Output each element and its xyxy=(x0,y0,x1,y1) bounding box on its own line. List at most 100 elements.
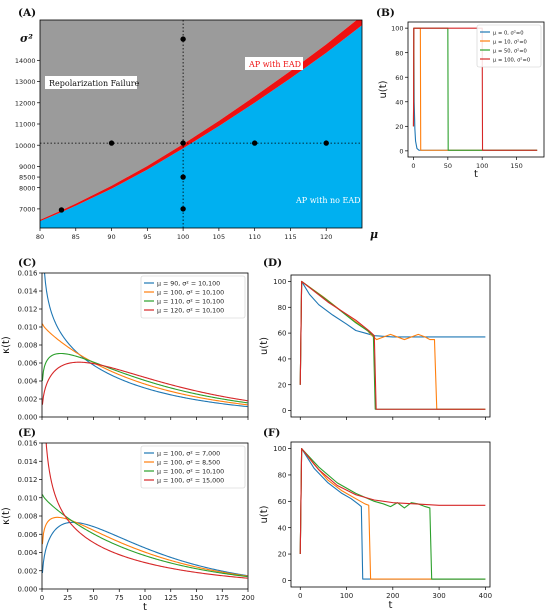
legend-entry: μ = 100, σ² = 7,000 xyxy=(157,450,220,457)
y-tick-label: 0.010 xyxy=(17,324,37,332)
legend-entry: μ = 100, σ² = 10,100 xyxy=(157,289,224,296)
y-tick-label: 9000 xyxy=(19,163,36,171)
series-line xyxy=(299,280,486,385)
y-tick-label: 40 xyxy=(395,98,403,106)
y-tick-label: 0.000 xyxy=(17,586,37,594)
y-axis-label: σ² xyxy=(20,32,33,45)
y-tick-label: 0.006 xyxy=(17,531,38,539)
y-tick-label: 40 xyxy=(278,356,287,364)
series-group xyxy=(42,443,248,579)
x-tick-label: 75 xyxy=(115,594,124,602)
series-line xyxy=(299,280,486,410)
y-tick-label: 0.002 xyxy=(17,567,37,575)
legend-entry: μ = 50, σ²=0 xyxy=(493,48,527,54)
y-tick-label: 100 xyxy=(273,445,286,453)
legend-entry: μ = 90, σ² = 10,100 xyxy=(157,280,220,287)
y-tick-label: 100 xyxy=(273,278,286,286)
y-tick-label: 0.014 xyxy=(17,288,38,296)
legend-entry: μ = 110, σ² = 10,100 xyxy=(157,298,224,305)
y-tick-label: 40 xyxy=(278,524,287,532)
y-tick-label: 0.000 xyxy=(17,414,37,422)
parameter-point xyxy=(180,174,186,180)
y-tick-label: 12000 xyxy=(15,99,36,107)
y-tick-label: 0.012 xyxy=(17,306,37,314)
x-tick-label: 0 xyxy=(40,594,44,602)
legend-box xyxy=(140,445,246,489)
series-line xyxy=(299,280,486,410)
series-line xyxy=(299,448,486,555)
series-line xyxy=(42,494,248,578)
legend-entry: μ = 100, σ²=0 xyxy=(493,57,530,63)
legend-entry: μ = 0, σ²=0 xyxy=(493,30,524,36)
legend-entry: μ = 120, σ² = 10,100 xyxy=(157,307,224,314)
x-axis-label: μ xyxy=(370,228,378,241)
parameter-point xyxy=(58,207,65,213)
y-tick-label: 20 xyxy=(395,123,403,131)
parameter-point xyxy=(323,140,329,146)
panel-e: (E) 0 25 50 75 100 125 150 175 200 0.000 0.002 0.004… xyxy=(1,427,255,613)
panel-label: (F) xyxy=(263,427,280,439)
y-tick-label: 10000 xyxy=(15,142,36,150)
y-tick-label: 60 xyxy=(278,330,287,338)
y-tick-label: 20 xyxy=(278,551,287,559)
x-tick-label: 50 xyxy=(89,594,98,602)
series-line xyxy=(299,448,486,580)
panel-label: (E) xyxy=(18,427,36,439)
no-ead-region xyxy=(40,25,362,228)
y-tick-label: 13000 xyxy=(15,78,36,86)
x-tick-label: 95 xyxy=(143,233,151,241)
x-tick-label: 0 xyxy=(411,162,415,170)
y-tick-label: 0.014 xyxy=(17,458,38,466)
y-tick-label: 8000 xyxy=(19,184,36,192)
panel-a: (A) 80 85 90 95 100 105 110 115 120 7000 8000 8500 90… xyxy=(15,7,378,241)
y-axis-label: u(t) xyxy=(378,80,389,98)
x-tick-label: 115 xyxy=(284,233,296,241)
x-tick-label: 400 xyxy=(479,592,492,600)
plot-frame xyxy=(407,21,545,158)
y-tick-label: 0.016 xyxy=(17,440,38,448)
plot-frame xyxy=(290,274,491,418)
y-tick-label: 100 xyxy=(391,25,403,33)
series-group xyxy=(42,273,248,408)
y-axis-label: κ(t) xyxy=(1,336,12,354)
y-tick-label: 0.010 xyxy=(17,494,37,502)
phase-regions xyxy=(40,20,362,228)
y-tick-label: 0 xyxy=(282,577,286,585)
series-line xyxy=(42,361,248,405)
plot-frame xyxy=(290,441,491,588)
y-tick-label: 0.008 xyxy=(17,342,37,350)
x-tick-label: 150 xyxy=(510,162,522,170)
x-tick-label: 150 xyxy=(190,594,203,602)
x-tick-label: 100 xyxy=(177,233,189,241)
y-tick-label: 14000 xyxy=(15,57,36,65)
y-tick-label: 0.008 xyxy=(17,513,37,521)
x-tick-label: 80 xyxy=(36,233,44,241)
x-tick-label: 110 xyxy=(248,233,260,241)
region-label-ead: AP with EAD xyxy=(248,60,301,69)
series-line xyxy=(43,273,248,408)
legend-box xyxy=(140,275,246,319)
x-tick-label: 100 xyxy=(340,592,353,600)
parameter-point xyxy=(180,206,186,212)
y-tick-label: 20 xyxy=(278,381,287,389)
x-tick-label: 25 xyxy=(63,594,72,602)
series-line xyxy=(42,521,248,577)
legend-entry: μ = 10, σ²=0 xyxy=(493,39,527,45)
x-tick-label: 100 xyxy=(476,162,488,170)
x-tick-label: 200 xyxy=(386,592,399,600)
y-tick-label: 0.012 xyxy=(17,476,37,484)
x-axis-label: t xyxy=(474,169,478,180)
y-tick-label: 8500 xyxy=(19,174,36,182)
x-tick-label: 120 xyxy=(320,233,332,241)
y-axis-label: u(t) xyxy=(259,337,270,355)
y-tick-label: 80 xyxy=(395,49,403,57)
series-line xyxy=(299,448,486,580)
panel-d: (D) 0 20 40 60 80 100 u(t) xyxy=(259,257,491,420)
legend-entry: μ = 100, σ² = 8,500 xyxy=(157,459,220,466)
parameter-point xyxy=(180,36,186,42)
x-tick-label: 85 xyxy=(72,233,80,241)
legend-entry: μ = 100, σ² = 15,000 xyxy=(157,477,224,484)
region-label-box xyxy=(245,57,303,70)
